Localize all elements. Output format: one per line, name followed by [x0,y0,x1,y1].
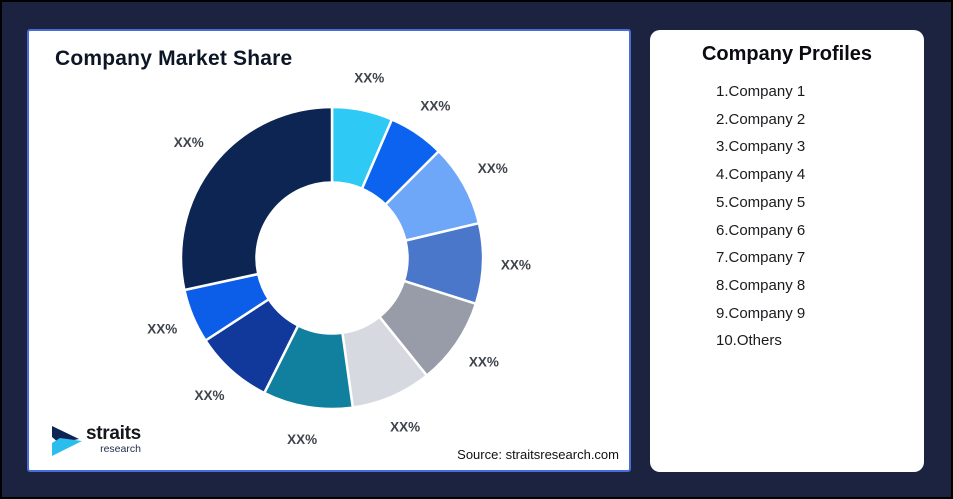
segment-label: XX% [501,257,531,272]
donut-chart: XX% XX% XX% XX% XX% XX% XX% XX% XX% XX% [147,70,531,447]
segment-label: XX% [469,354,499,369]
company-profile-item: 10.Others [716,332,782,350]
company-profile-item: 1.Company 1 [716,83,806,100]
logo-text: straits research [86,423,141,455]
segment-label: XX% [354,70,384,85]
segment-label: XX% [147,321,177,336]
company-profile-item: 5.Company 5 [716,193,806,211]
source-note: Source: straitsresearch.com [457,447,619,462]
company-profile-item: 9.Company 9 [716,304,806,322]
company-profile-item: 4.Company 4 [716,166,806,184]
segment-label: XX% [390,419,420,434]
company-profiles-card: Company Profiles 1.Company 1 2.Company 2 3… [650,30,924,472]
market-share-card: Company Market Share XX% XX% XX% XX% XX% XX% X… [27,29,631,472]
company-profile-item: 6.Company 6 [716,221,806,239]
segment-label: XX% [420,98,450,113]
profiles-title: Company Profiles [701,43,873,65]
donut-segment [179,105,334,292]
company-profiles-list: 1.Company 1 2.Company 2 3.Company 3 4.Compa… [716,78,805,355]
segment-label: XX% [287,432,317,447]
segment-label: XX% [478,161,508,176]
company-profile-item: 2.Company 2 [716,110,806,128]
company-profile-item: 7.Company 7 [716,249,806,267]
segment-label: XX% [194,388,224,403]
logo-brand-text: straits [86,423,141,444]
segment-label: XX% [174,135,204,150]
straits-logo: straits research [49,423,141,457]
company-profile-item: 8.Company 8 [716,276,806,294]
chart-title: Company Market Share [55,47,293,70]
straits-arrow-icon [52,426,82,456]
company-profile-item: 3.Company 3 [716,138,806,156]
logo-subbrand-text: research [100,443,141,455]
